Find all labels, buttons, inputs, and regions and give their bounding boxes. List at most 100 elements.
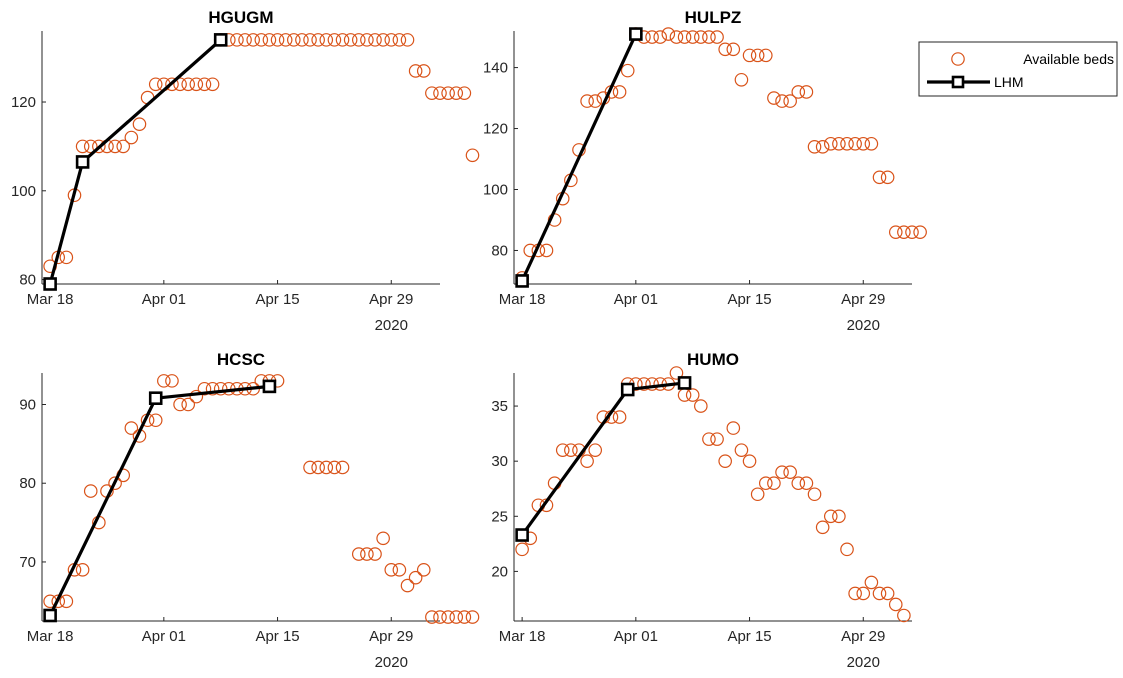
lhm-marker [43,608,57,623]
available-beds-marker [465,148,480,163]
available-beds-marker [425,610,439,624]
available-beds-marker [335,33,350,47]
available-beds-marker [351,33,366,47]
available-beds-marker [157,374,171,388]
available-beds-marker [856,136,871,151]
available-beds-marker [588,443,603,457]
x-tick-label: Apr 29 [841,291,885,308]
x-tick-label: Apr 15 [727,291,771,308]
lhm-marker [620,382,635,397]
available-beds-marker [360,547,374,561]
available-beds-marker [319,460,334,475]
available-beds-marker [335,460,350,475]
available-beds-marker [148,413,163,428]
available-beds-marker [807,140,822,154]
available-beds-marker [677,30,692,44]
available-beds-marker [555,443,570,457]
available-beds-marker [148,77,163,92]
available-beds-marker [897,608,911,623]
available-beds-marker [416,563,431,577]
available-beds-marker [295,33,309,47]
available-beds-marker [92,139,106,154]
x-year-label: 2020 [375,317,408,334]
available-beds-marker [840,542,854,557]
lhm-marker [515,274,529,288]
lhm-line [520,381,685,536]
available-beds-marker [116,139,131,154]
lhm-marker [262,379,277,394]
available-beds-marker [173,397,187,412]
available-beds-marker [775,465,789,479]
available-beds-marker [197,381,212,396]
available-beds-marker [425,86,439,100]
available-beds-marker [213,381,228,396]
available-beds-marker [408,64,423,78]
available-beds-marker [710,30,724,44]
available-beds-marker [758,48,773,63]
available-beds-marker [612,85,627,99]
available-beds-marker [815,140,830,154]
available-beds-marker [165,374,179,388]
y-tick-label: 100 [483,182,508,199]
x-tick-label: Apr 01 [614,291,658,308]
available-beds-marker [710,432,724,446]
available-beds-marker [376,531,390,546]
available-beds-marker [433,86,447,100]
available-beds-marker [734,72,749,87]
subplot-title: HCSC [217,350,265,369]
x-tick-label: Apr 15 [255,291,299,308]
available-beds-marker [645,377,659,391]
available-beds-marker [205,381,220,396]
lhm-marker [515,528,529,542]
available-beds-marker [465,610,480,624]
available-beds-marker [758,476,773,491]
available-beds-marker [392,563,407,577]
available-beds-marker [888,225,903,239]
x-tick-label: Mar 18 [499,628,546,645]
x-year-label: 2020 [847,654,880,671]
y-tick-label: 80 [19,475,36,492]
available-beds-marker [230,33,244,47]
available-beds-marker [832,136,846,151]
available-beds-marker [685,30,700,44]
available-beds-marker [726,421,741,435]
x-tick-label: Mar 18 [499,291,546,308]
available-beds-marker [669,366,684,380]
available-beds-marker [286,33,301,47]
available-beds-marker [661,27,676,41]
x-tick-label: Apr 15 [727,628,771,645]
available-beds-marker [441,86,455,100]
legend-beds-marker [951,52,965,66]
available-beds-marker [416,64,431,78]
available-beds-marker [400,578,415,593]
available-beds-marker [457,610,472,624]
available-beds-marker [278,33,293,47]
available-beds-marker [59,594,74,609]
available-beds-marker [783,465,797,479]
available-beds-marker [742,48,757,63]
available-beds-marker [564,443,578,457]
y-tick-label: 80 [19,272,36,289]
available-beds-marker [343,33,358,47]
available-beds-marker [165,77,179,92]
available-beds-marker [408,570,423,585]
available-beds-marker [368,33,382,47]
available-beds-marker [767,91,781,105]
available-beds-marker [124,130,139,145]
x-tick-label: Apr 15 [255,628,299,645]
legend-label-beds: Available beds [1023,51,1114,67]
available-beds-marker [319,33,334,47]
y-tick-label: 20 [491,563,508,580]
x-tick-label: Apr 29 [369,628,413,645]
available-beds-marker [59,250,74,265]
legend-label-lhm: LHM [994,74,1024,90]
available-beds-marker [872,586,887,601]
available-beds-marker [832,509,846,524]
y-tick-label: 100 [11,183,36,200]
x-year-label: 2020 [847,317,880,334]
available-beds-marker [580,454,594,468]
lhm-marker [213,33,228,47]
available-beds-marker [637,377,651,391]
available-beds-marker [669,30,684,44]
available-beds-marker [880,586,895,601]
